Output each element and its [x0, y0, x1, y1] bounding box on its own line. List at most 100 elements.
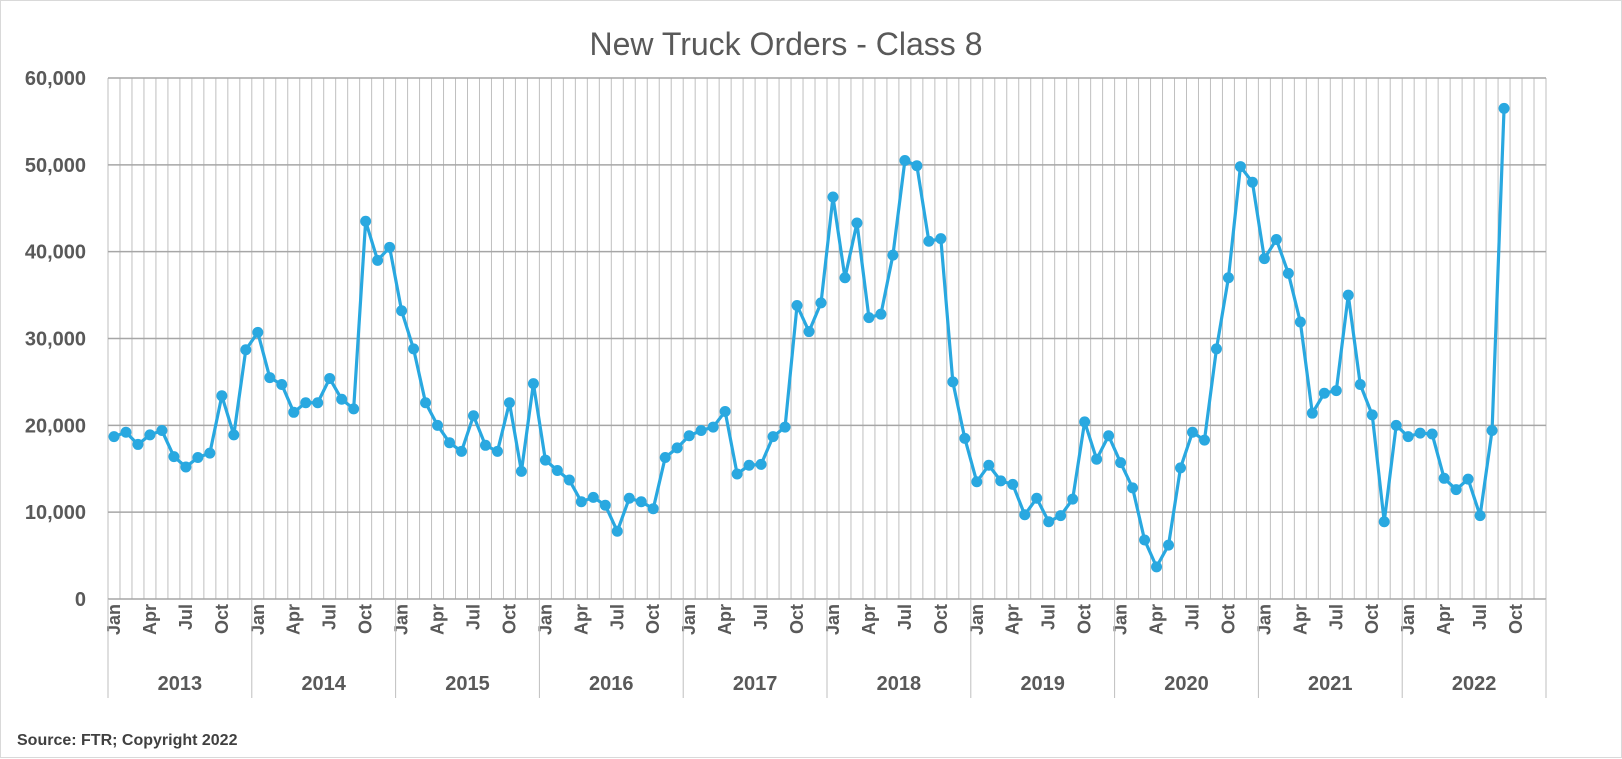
x-year-label: 2020	[1164, 673, 1209, 695]
y-tick-label: 40,000	[25, 242, 86, 264]
data-point	[1234, 161, 1246, 173]
data-point	[971, 476, 983, 488]
data-point	[420, 397, 432, 409]
data-point	[108, 431, 120, 443]
data-point	[1115, 457, 1127, 469]
data-point	[192, 451, 204, 463]
source-note: Source: FTR; Copyright 2022	[17, 732, 238, 749]
data-point	[1175, 462, 1187, 474]
data-point	[444, 437, 456, 449]
x-month-label: Apr	[1434, 604, 1454, 635]
data-point	[1342, 289, 1354, 301]
x-month-label: Apr	[284, 604, 304, 635]
data-point	[863, 312, 875, 324]
data-point	[1318, 387, 1330, 399]
data-point	[1462, 473, 1474, 485]
data-point	[743, 459, 755, 471]
data-point	[1474, 510, 1486, 522]
x-year-label: 2022	[1452, 673, 1497, 695]
x-month-label: Oct	[1506, 604, 1526, 634]
data-point	[1031, 492, 1043, 504]
data-point	[995, 475, 1007, 487]
data-point	[1055, 510, 1067, 522]
data-point	[935, 233, 947, 245]
x-month-label: Jul	[1470, 604, 1490, 630]
x-month-label: Apr	[859, 604, 879, 635]
x-month-label: Jan	[967, 604, 987, 635]
x-year-label: 2017	[733, 673, 778, 695]
data-point	[575, 496, 587, 508]
x-month-label: Jan	[679, 604, 699, 635]
data-point	[923, 235, 935, 247]
x-month-label: Jul	[176, 604, 196, 630]
data-point	[647, 503, 659, 515]
data-point	[168, 451, 180, 463]
data-point	[839, 272, 851, 284]
x-month-label: Jul	[463, 604, 483, 630]
x-month-label: Oct	[1362, 604, 1382, 634]
data-point	[479, 439, 491, 451]
data-point	[276, 379, 288, 391]
data-point	[515, 465, 527, 477]
data-point	[300, 397, 312, 409]
chart-title: New Truck Orders - Class 8	[590, 26, 983, 62]
x-month-label: Oct	[499, 604, 519, 634]
y-tick-label: 50,000	[25, 155, 86, 177]
y-tick-label: 20,000	[25, 415, 86, 437]
y-tick-label: 60,000	[25, 68, 86, 90]
data-point	[587, 491, 599, 503]
x-month-label: Jul	[1039, 604, 1059, 630]
data-point	[563, 474, 575, 486]
data-point	[779, 421, 791, 433]
data-point	[144, 429, 156, 441]
data-point	[1007, 478, 1019, 490]
x-month-label: Jul	[320, 604, 340, 630]
data-point	[1354, 379, 1366, 391]
data-point	[240, 344, 252, 356]
data-point	[408, 343, 420, 355]
x-year-label: 2013	[158, 673, 203, 695]
data-point	[947, 376, 959, 388]
x-month-label: Oct	[356, 604, 376, 634]
data-point	[1438, 472, 1450, 484]
x-month-label: Jul	[1182, 604, 1202, 630]
data-point	[252, 326, 264, 338]
data-point	[875, 308, 887, 320]
data-point	[1402, 431, 1414, 443]
x-month-label: Jan	[1398, 604, 1418, 635]
data-point	[719, 405, 731, 417]
data-point	[264, 372, 276, 384]
data-point	[1151, 561, 1163, 573]
series-line	[113, 108, 1506, 569]
x-month-label: Oct	[1218, 604, 1238, 634]
x-month-label: Apr	[428, 604, 448, 635]
data-point	[1127, 482, 1139, 494]
x-month-label: Jan	[1254, 604, 1274, 635]
data-point	[899, 154, 911, 166]
x-month-label: Jul	[895, 604, 915, 630]
data-point	[959, 432, 971, 444]
x-month-label: Jul	[1326, 604, 1346, 630]
data-point	[791, 300, 803, 312]
data-point	[1450, 484, 1462, 496]
data-point	[1222, 272, 1234, 284]
data-point	[180, 461, 192, 473]
data-point	[324, 372, 336, 384]
data-point	[539, 454, 551, 466]
y-tick-label: 10,000	[25, 502, 86, 524]
data-point	[1067, 493, 1079, 505]
x-month-label: Apr	[571, 604, 591, 635]
data-point	[671, 442, 683, 454]
x-month-label: Jul	[607, 604, 627, 630]
x-year-label: 2019	[1020, 673, 1065, 695]
x-year-label: 2014	[301, 673, 346, 695]
data-point	[755, 458, 767, 470]
x-month-label: Jan	[535, 604, 555, 635]
data-point	[911, 160, 923, 172]
data-point	[815, 297, 827, 309]
x-month-label: Apr	[1147, 604, 1167, 635]
data-point	[348, 403, 360, 415]
data-point	[827, 191, 839, 203]
